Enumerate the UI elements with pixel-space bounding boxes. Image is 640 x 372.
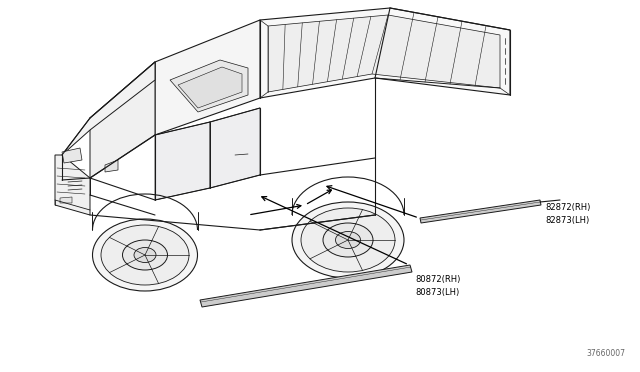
Ellipse shape: [323, 223, 373, 257]
Ellipse shape: [335, 231, 360, 248]
Polygon shape: [105, 160, 118, 172]
Polygon shape: [260, 8, 510, 98]
Ellipse shape: [134, 247, 156, 263]
Polygon shape: [210, 108, 260, 188]
Polygon shape: [62, 62, 155, 155]
Polygon shape: [155, 122, 210, 200]
Ellipse shape: [122, 240, 168, 270]
Polygon shape: [170, 60, 248, 112]
Text: 37660007: 37660007: [586, 349, 625, 358]
Polygon shape: [90, 62, 155, 178]
Ellipse shape: [292, 202, 404, 278]
Polygon shape: [420, 200, 541, 223]
Ellipse shape: [93, 219, 198, 291]
Polygon shape: [60, 197, 72, 203]
Polygon shape: [200, 265, 412, 307]
Text: 82872(RH)
82873(LH): 82872(RH) 82873(LH): [545, 203, 590, 224]
Polygon shape: [62, 148, 82, 163]
Text: 80872(RH)
80873(LH): 80872(RH) 80873(LH): [415, 275, 460, 296]
Polygon shape: [55, 155, 90, 215]
Polygon shape: [268, 15, 500, 92]
Polygon shape: [155, 20, 260, 135]
Ellipse shape: [301, 208, 395, 272]
Polygon shape: [178, 67, 242, 108]
Ellipse shape: [101, 225, 189, 285]
